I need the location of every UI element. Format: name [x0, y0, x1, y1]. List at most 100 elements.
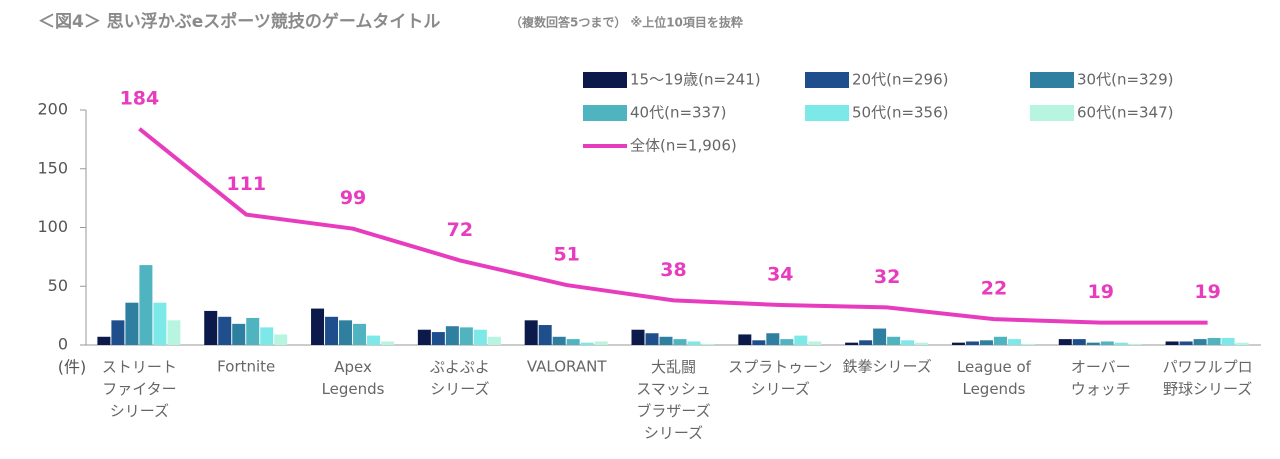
- bar: [204, 310, 218, 345]
- bar: [1165, 341, 1179, 345]
- bar: [993, 336, 1007, 345]
- x-tick-label: スプラトゥーンシリーズ: [728, 358, 832, 398]
- bar: [353, 323, 367, 345]
- bar: [1007, 339, 1021, 345]
- bar: [794, 335, 808, 345]
- x-tick-label: 鉄拳シリーズ: [843, 358, 932, 376]
- bar: [752, 340, 766, 345]
- x-tick-label: Fortnite: [217, 358, 275, 376]
- bar: [701, 343, 715, 345]
- x-tick-label: Apex Legends: [322, 358, 385, 398]
- bar: [1235, 342, 1249, 345]
- bar: [381, 341, 395, 345]
- legend-swatch: [1030, 105, 1074, 121]
- bar: [246, 317, 260, 345]
- data-label: 32: [874, 266, 900, 288]
- legend-label: 40代(n=337): [630, 104, 727, 122]
- bar: [1128, 343, 1142, 345]
- x-tick-label: League of Legends: [957, 358, 1032, 398]
- bar: [232, 323, 246, 345]
- x-tick-label: パワフルプロ野球シリーズ: [1163, 358, 1253, 398]
- data-label: 72: [447, 219, 473, 241]
- legend-swatch: [583, 72, 627, 88]
- legend-swatch: [805, 105, 849, 121]
- data-label: 19: [1194, 281, 1220, 303]
- data-label: 38: [660, 259, 686, 281]
- bar: [1058, 339, 1072, 345]
- bar: [274, 334, 288, 345]
- bar: [1086, 342, 1100, 345]
- bar: [738, 334, 752, 345]
- bar: [218, 316, 232, 345]
- legend-swatch: [805, 72, 849, 88]
- bar: [580, 342, 594, 345]
- bar: [1100, 341, 1114, 345]
- legend-swatch: [583, 105, 627, 121]
- bar: [473, 329, 487, 345]
- data-label: 34: [767, 264, 793, 286]
- bar: [325, 316, 339, 345]
- bar: [1193, 339, 1207, 345]
- x-tick-label: ストリートファイターシリーズ: [102, 358, 177, 420]
- data-label: 22: [981, 278, 1007, 300]
- bar: [524, 320, 538, 345]
- bar: [260, 327, 274, 345]
- bar: [1207, 337, 1221, 345]
- legend-swatch: [1030, 72, 1074, 88]
- x-tick-label: VALORANT: [527, 358, 607, 376]
- bar: [951, 342, 965, 345]
- data-label: 51: [553, 244, 579, 266]
- bar: [139, 265, 153, 345]
- bar: [552, 336, 566, 345]
- bar: [153, 302, 167, 345]
- bar: [445, 326, 459, 345]
- bar: [538, 325, 552, 345]
- bar: [311, 308, 325, 345]
- bar: [97, 336, 111, 345]
- bar: [780, 339, 794, 345]
- bar: [125, 302, 139, 345]
- x-tick-label: オーバーウォッチ: [1071, 358, 1131, 398]
- bar: [111, 320, 125, 345]
- data-label: 19: [1088, 281, 1114, 303]
- bar: [766, 333, 780, 345]
- bar: [167, 320, 181, 345]
- legend-label: 50代(n=356): [852, 104, 949, 122]
- bar: [808, 341, 822, 345]
- y-tick-label: 100: [37, 217, 68, 236]
- bar: [873, 328, 887, 345]
- bar: [487, 336, 501, 345]
- bar: [659, 336, 673, 345]
- data-label: 111: [226, 173, 266, 195]
- bar: [1021, 343, 1035, 345]
- line: [138, 127, 1208, 325]
- bar: [459, 327, 473, 345]
- y-axis-label: (件): [58, 358, 87, 377]
- bar: [339, 320, 353, 345]
- bar: [859, 340, 873, 345]
- bar: [631, 329, 645, 345]
- bar: [901, 340, 915, 345]
- x-tick-label: 大乱闘スマッシュブラザーズシリーズ: [636, 358, 711, 442]
- bar: [1114, 342, 1128, 345]
- legend-label: 60代(n=347): [1077, 104, 1174, 122]
- legend-label: 15～19歳(n=241): [630, 71, 761, 89]
- x-tick-label: ぷよぷよシリーズ: [430, 358, 490, 398]
- data-label: 99: [340, 187, 366, 209]
- legend-label: 30代(n=329): [1077, 71, 1174, 89]
- bar: [594, 341, 608, 345]
- bar: [367, 335, 381, 345]
- bar: [845, 342, 859, 345]
- y-tick-label: 150: [37, 158, 68, 177]
- bar: [979, 340, 993, 345]
- bar: [1221, 337, 1235, 345]
- bar: [1072, 339, 1086, 345]
- y-tick-label: 50: [48, 276, 68, 295]
- legend-label: 20代(n=296): [852, 71, 949, 89]
- bar: [417, 329, 431, 345]
- bar: [431, 332, 445, 345]
- legend-label: 全体(n=1,906): [630, 137, 737, 155]
- y-tick-label: 0: [58, 335, 68, 354]
- bar: [1179, 341, 1193, 345]
